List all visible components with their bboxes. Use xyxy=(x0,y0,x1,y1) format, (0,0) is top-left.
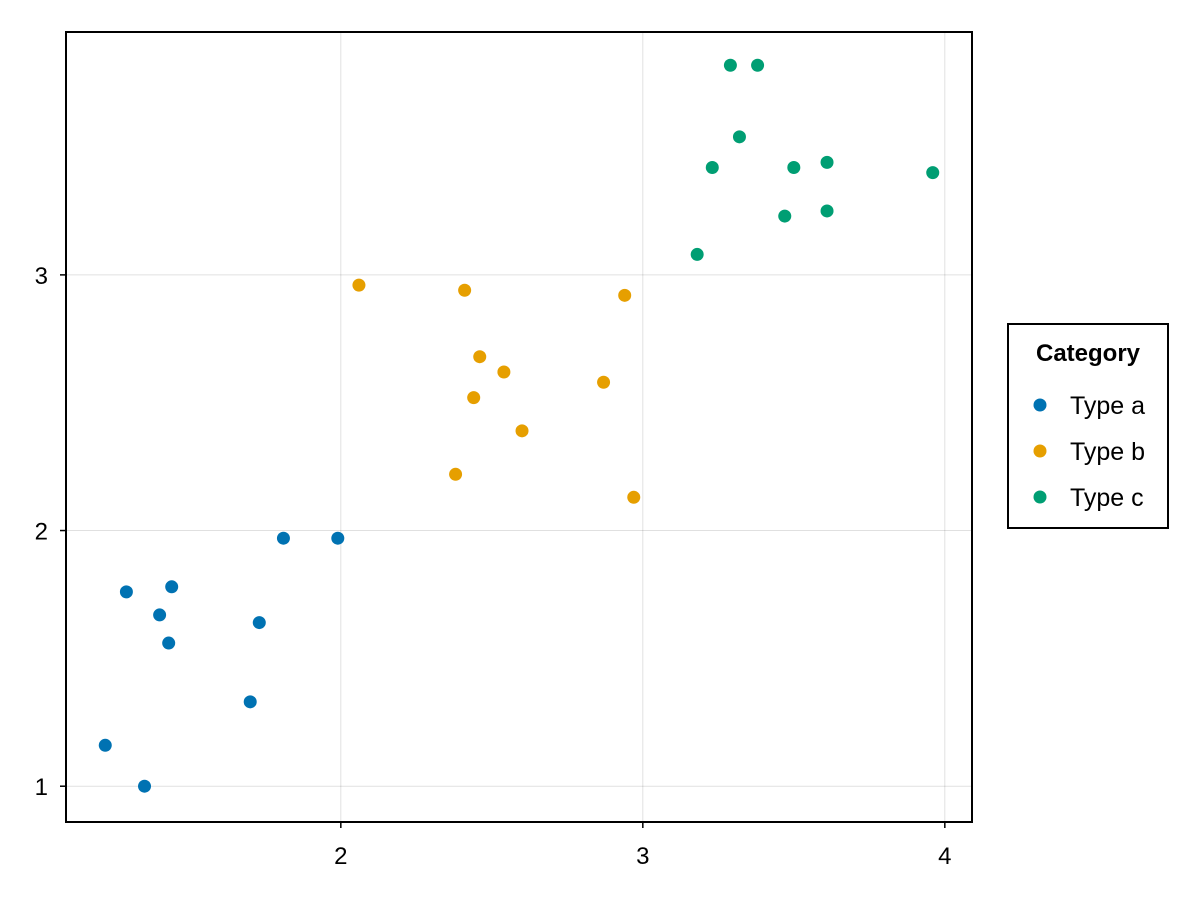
y-tick-label: 2 xyxy=(35,519,48,546)
data-point xyxy=(162,636,176,650)
data-point xyxy=(352,278,366,292)
data-point xyxy=(705,161,719,175)
data-point xyxy=(243,695,257,709)
legend-label: Type b xyxy=(1070,438,1145,466)
legend: Category Type a Type b Type c xyxy=(1007,323,1169,529)
data-point xyxy=(467,391,481,405)
y-tick-label: 3 xyxy=(35,263,48,290)
data-point xyxy=(618,288,632,302)
legend-marker xyxy=(1033,398,1047,412)
data-point xyxy=(787,161,801,175)
data-point xyxy=(820,155,834,169)
plot-frame xyxy=(65,31,973,823)
data-point xyxy=(98,738,112,752)
data-point xyxy=(276,531,290,545)
data-point xyxy=(778,209,792,223)
data-point xyxy=(153,608,167,622)
data-point xyxy=(497,365,511,379)
data-point xyxy=(252,616,266,630)
data-point xyxy=(458,283,472,297)
data-point xyxy=(515,424,529,438)
y-tick-label: 1 xyxy=(35,774,48,801)
legend-title: Category xyxy=(1036,340,1141,367)
data-point xyxy=(473,350,487,364)
data-point xyxy=(820,204,834,218)
x-tick-label: 2 xyxy=(334,843,347,870)
data-point xyxy=(597,375,611,389)
series-type-b xyxy=(352,278,641,504)
series-type-c xyxy=(690,58,940,261)
data-point xyxy=(926,166,940,180)
data-point xyxy=(119,585,133,599)
x-tick-label: 4 xyxy=(938,843,951,870)
data-point xyxy=(732,130,746,144)
x-tick-label: 3 xyxy=(636,843,649,870)
legend-marker xyxy=(1033,490,1047,504)
data-point xyxy=(690,247,704,261)
series-type-a xyxy=(98,531,345,793)
data-point xyxy=(751,58,765,72)
data-point xyxy=(723,58,737,72)
data-point xyxy=(165,580,179,594)
legend-label: Type c xyxy=(1070,484,1144,512)
data-point xyxy=(138,779,152,793)
data-point xyxy=(331,531,345,545)
legend-label: Type a xyxy=(1070,392,1145,420)
data-point xyxy=(449,467,463,481)
data-point xyxy=(627,490,641,504)
legend-marker xyxy=(1033,444,1047,458)
